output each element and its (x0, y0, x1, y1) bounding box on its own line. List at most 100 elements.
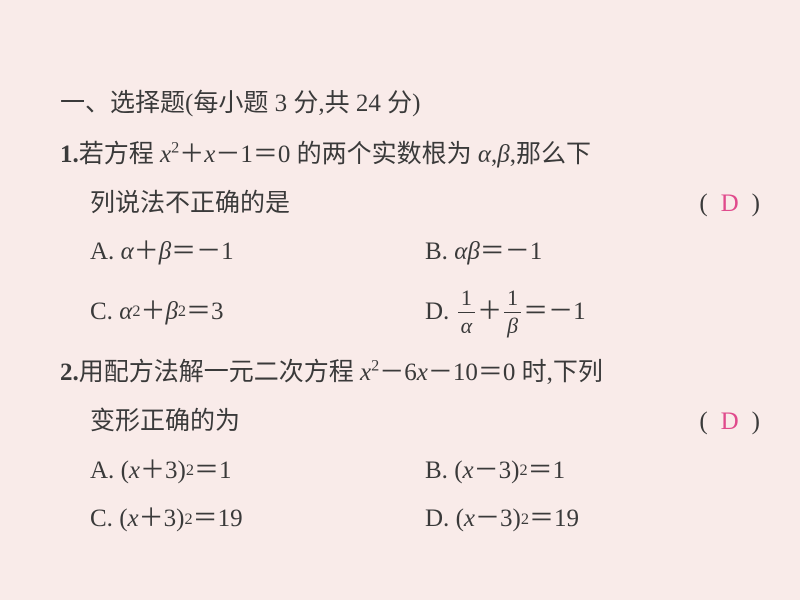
question-1: 1. 若方程 x2＋x－1＝0 的两个实数根为 α,β,那么下 列说法不正确的是… (60, 131, 760, 347)
q1-d-frac1-num: 1 (458, 286, 475, 311)
q2-eq-eq: ＝ (478, 359, 503, 386)
q1-c-rhs: 3 (211, 288, 224, 337)
q2-d-var: x (464, 495, 475, 544)
q1-option-b: B. αβ＝－1 (425, 228, 760, 277)
q1-a-eq: ＝ (171, 228, 196, 277)
q2-a-op: ＋ (140, 447, 165, 496)
q2-options: A. (x＋3)2＝1 B. (x－3)2＝1 C. (x＋3)2＝19 D. … (60, 447, 760, 545)
q1-eq-t3: 1 (240, 141, 253, 168)
q1-d-frac1: 1α (458, 286, 476, 337)
q2-c-rhs: 19 (218, 495, 243, 544)
q1-number: 1. (60, 131, 79, 180)
q1-answer: D (708, 180, 752, 229)
q1-eq-t1: x (160, 141, 171, 168)
q1-stem-line2: 列说法不正确的是 (90, 180, 290, 229)
q2-b-open: ( (454, 447, 462, 496)
q2-a-rhs: 1 (219, 447, 232, 496)
q2-b-k: 3 (499, 447, 512, 496)
q1-c-eq: ＝ (186, 288, 211, 337)
q2-eq-op1: － (379, 359, 404, 386)
q2-b-eq: ＝ (528, 447, 553, 496)
q1-eq-rhs: 0 (278, 141, 291, 168)
q1-option-a: A. α＋β＝－1 (90, 228, 425, 277)
q2-d-k: 3 (500, 495, 513, 544)
q1-d-frac1-den: α (458, 312, 476, 338)
q2-a-open: ( (121, 447, 129, 496)
q1-d-op: ＋ (477, 288, 502, 337)
q1-eq-op2: － (215, 141, 240, 168)
q1-a-lhs-a: α (121, 228, 134, 277)
q1-d-rhs: －1 (548, 288, 586, 337)
q1-d-frac2-num: 1 (504, 286, 521, 311)
q1-eq-op1: ＋ (179, 141, 204, 168)
q2-b-close: ) (511, 447, 519, 496)
q1-root2: β (497, 141, 509, 168)
q1-line2: 列说法不正确的是 (D) (60, 180, 760, 229)
q1-b-lhs-a: α (454, 228, 467, 277)
q2-stem-line1: 用配方法解一元二次方程 x2－6x－10＝0 时,下列 (79, 349, 760, 398)
q1-c-label: C. (90, 288, 113, 337)
q2-b-rhs: 1 (553, 447, 566, 496)
q2-eq-t3: 10 (453, 359, 478, 386)
q2-line1: 2. 用配方法解一元二次方程 x2－6x－10＝0 时,下列 (60, 349, 760, 398)
q1-d-eq: ＝ (523, 288, 548, 337)
q2-b-label: B. (425, 447, 448, 496)
q2-option-b: B. (x－3)2＝1 (425, 447, 760, 496)
q2-option-a: A. (x＋3)2＝1 (90, 447, 425, 496)
section-header: 一、选择题(每小题 3 分,共 24 分) (60, 80, 760, 129)
q1-eq-t2: x (204, 141, 215, 168)
q2-d-close: ) (513, 495, 521, 544)
q2-a-label: A. (90, 447, 114, 496)
q1-text-suffix: 的两个实数根为 (290, 141, 478, 168)
q1-text-tail: ,那么下 (510, 141, 591, 168)
q2-eq-op2: － (428, 359, 453, 386)
q2-eq-rhs: 0 (503, 359, 516, 386)
q2-option-d: D. (x－3)2＝19 (425, 495, 760, 544)
q2-a-eq: ＝ (194, 447, 219, 496)
q2-a-close: ) (178, 447, 186, 496)
q2-d-label: D. (425, 495, 449, 544)
q2-stem-line2: 变形正确的为 (90, 398, 240, 447)
q1-option-c: C. α2＋β2＝3 (90, 277, 425, 347)
q2-option-c: C. (x＋3)2＝19 (90, 495, 425, 544)
q1-c-op: ＋ (140, 288, 165, 337)
q1-eq-eq: ＝ (253, 141, 278, 168)
q1-c-exp-b: 2 (178, 296, 186, 328)
q2-c-close: ) (176, 495, 184, 544)
q1-d-frac2: 1β (504, 286, 521, 337)
q2-c-open: ( (119, 495, 127, 544)
question-2: 2. 用配方法解一元二次方程 x2－6x－10＝0 时,下列 变形正确的为 (D… (60, 349, 760, 544)
q2-c-label: C. (90, 495, 113, 544)
q2-c-exp: 2 (184, 504, 192, 536)
q2-c-var: x (128, 495, 139, 544)
section-label: 一、选择题 (60, 90, 185, 117)
q1-options: A. α＋β＝－1 B. αβ＝－1 C. α2＋β2＝3 D. 1α＋1β＝－… (60, 228, 760, 347)
q2-a-exp: 2 (186, 455, 194, 487)
q2-eq-coef2: 6 (404, 359, 417, 386)
q2-c-eq: ＝ (193, 495, 218, 544)
q2-eq-t2: x (417, 359, 428, 386)
q2-d-eq: ＝ (529, 495, 554, 544)
q2-d-rhs: 19 (554, 495, 579, 544)
q2-b-var: x (463, 447, 474, 496)
q2-line2: 变形正确的为 (D) (60, 398, 760, 447)
q2-a-k: 3 (165, 447, 178, 496)
q2-c-op: ＋ (139, 495, 164, 544)
q2-answer-paren: (D) (699, 398, 760, 447)
exam-content: 一、选择题(每小题 3 分,共 24 分) 1. 若方程 x2＋x－1＝0 的两… (60, 80, 760, 544)
q1-b-rhs: －1 (505, 228, 543, 277)
q1-d-frac2-den: β (504, 312, 521, 338)
q1-option-d: D. 1α＋1β＝－1 (425, 277, 760, 347)
q1-a-lhs-b: β (159, 228, 171, 277)
q2-d-open: ( (456, 495, 464, 544)
q2-text-suffix: 时,下列 (515, 359, 603, 386)
q2-a-var: x (129, 447, 140, 496)
q1-a-label: A. (90, 228, 114, 277)
q2-eq-t1: x (360, 359, 371, 386)
q1-root1: α (478, 141, 491, 168)
q2-d-op: － (475, 495, 500, 544)
q1-b-label: B. (425, 228, 448, 277)
q1-a-rhs: －1 (196, 228, 234, 277)
q1-a-op: ＋ (134, 228, 159, 277)
q1-c-exp-a: 2 (132, 296, 140, 328)
